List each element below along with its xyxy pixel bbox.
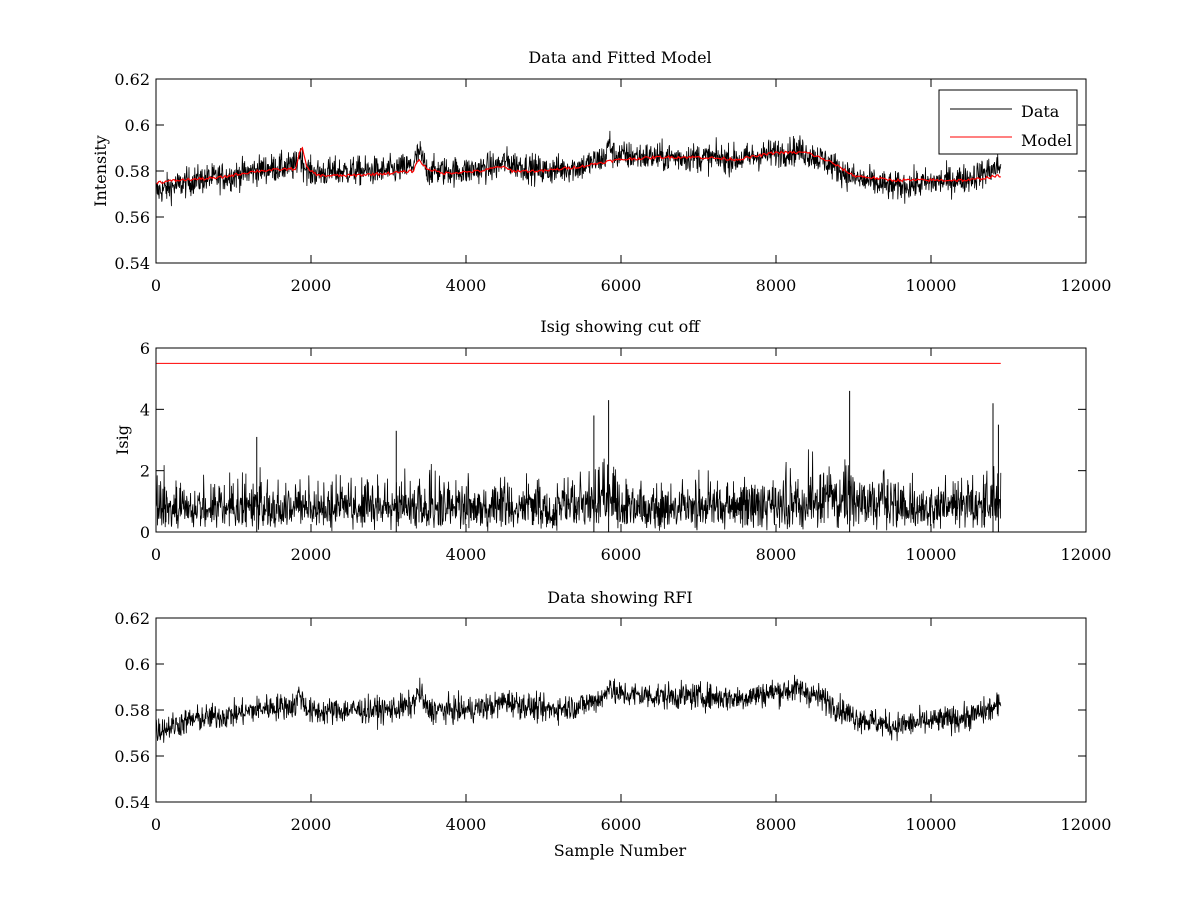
x-tick-label: 4000	[446, 276, 487, 295]
panel-data-showing-rfi: Data showing RFI Sample Number 0 2000 4000…	[114, 588, 1111, 860]
x-tick-label: 10000	[906, 815, 957, 834]
legend-label-model: Model	[1021, 131, 1072, 150]
panel-isig-showing-cut-off: Isig showing cut off Isig 0 2000 4000 6000 8…	[113, 317, 1111, 564]
axis-ticks: 0 2000 4000 6000 8000 10000 12000 0 2 4 6	[140, 339, 1112, 564]
plot-area	[156, 674, 1002, 743]
x-tick-label: 8000	[756, 276, 797, 295]
x-tick-label: 12000	[1061, 276, 1112, 295]
chart-title: Data and Fitted Model	[528, 48, 711, 67]
x-tick-label: 2000	[291, 276, 332, 295]
x-tick-label: 0	[151, 545, 161, 564]
x-tick-label: 10000	[906, 545, 957, 564]
x-tick-label: 0	[151, 276, 161, 295]
x-tick-label: 2000	[291, 815, 332, 834]
y-tick-label: 0.58	[114, 162, 150, 181]
x-tick-label: 0	[151, 815, 161, 834]
legend: Data Model	[938, 89, 1078, 155]
x-tick-label: 2000	[291, 545, 332, 564]
series-data-line	[156, 674, 1002, 743]
y-tick-label: 0.56	[114, 208, 150, 227]
y-tick-label: 0.62	[114, 70, 150, 89]
x-tick-label: 4000	[446, 545, 487, 564]
x-tick-label: 6000	[601, 815, 642, 834]
x-tick-label: 6000	[601, 276, 642, 295]
x-tick-label: 8000	[756, 545, 797, 564]
y-tick-label: 0	[140, 523, 150, 542]
y-axis-label: Intensity	[91, 135, 110, 207]
y-tick-label: 0.54	[114, 793, 150, 812]
legend-label-data: Data	[1021, 102, 1060, 121]
series-isig-line	[156, 449, 1002, 532]
y-tick-label: 0.54	[114, 254, 150, 273]
y-tick-label: 0.58	[114, 701, 150, 720]
plot-area	[156, 130, 1002, 207]
y-tick-label: 4	[140, 400, 150, 419]
y-tick-label: 0.6	[125, 655, 150, 674]
axis-ticks: 0 2000 4000 6000 8000 10000 12000 0.54 0.56 0.58 0…	[114, 70, 1111, 295]
chart-title: Isig showing cut off	[540, 317, 701, 336]
series-model-line	[156, 146, 1001, 185]
chart-title: Data showing RFI	[547, 588, 692, 607]
x-tick-label: 12000	[1061, 545, 1112, 564]
y-axis-label: Isig	[113, 425, 132, 455]
x-axis-label: Sample Number	[554, 841, 687, 860]
y-tick-label: 0.56	[114, 747, 150, 766]
y-tick-label: 0.62	[114, 609, 150, 628]
y-tick-label: 6	[140, 339, 150, 358]
x-tick-label: 8000	[756, 815, 797, 834]
x-tick-label: 4000	[446, 815, 487, 834]
x-tick-label: 6000	[601, 545, 642, 564]
legend-box	[938, 89, 1078, 155]
y-tick-label: 0.6	[125, 116, 150, 135]
panel-data-and-fitted-model: Data and Fitted Model Intensity 0 2000 400…	[91, 48, 1111, 295]
plot-area	[156, 362, 1002, 532]
axis-ticks: 0 2000 4000 6000 8000 10000 12000 0.54 0.56 0.58 0…	[114, 609, 1111, 834]
x-tick-label: 10000	[906, 276, 957, 295]
x-tick-label: 12000	[1061, 815, 1112, 834]
y-tick-label: 2	[140, 462, 150, 481]
